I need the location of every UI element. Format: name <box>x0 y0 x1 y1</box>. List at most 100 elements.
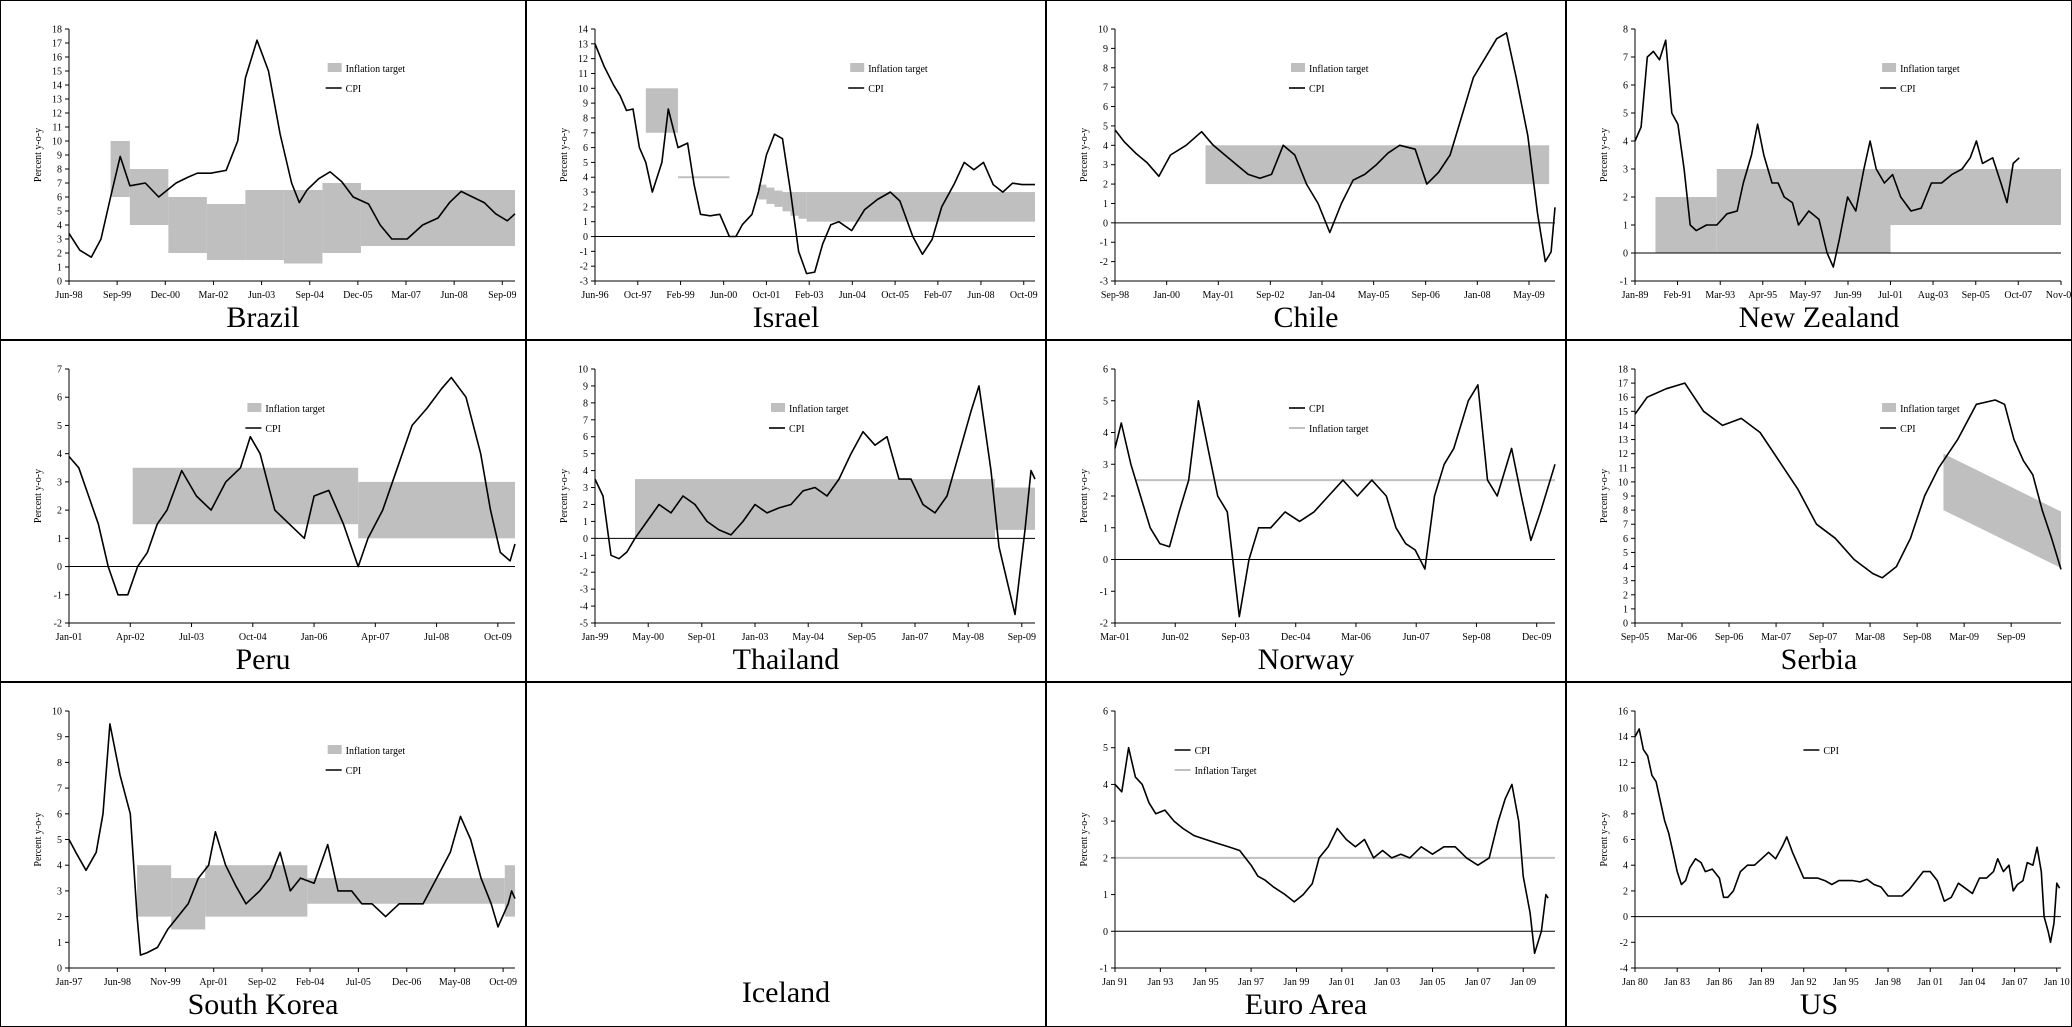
x-tick-label: Jun-02 <box>1162 632 1189 643</box>
y-tick-label: 1 <box>57 534 62 545</box>
y-tick-label: 5 <box>1103 396 1108 407</box>
y-axis-label: Percent y-o-y <box>1079 128 1090 182</box>
x-tick-label: Oct-09 <box>484 632 512 643</box>
chart-svg: -4 -2 0 2 4 6 8 10 12 14 16 Jan 80 Jan 83 Jan 86 Jan 8… <box>1599 707 2070 989</box>
y-tick-label: -5 <box>580 619 588 630</box>
x-tick-label: Sep-09 <box>1008 632 1036 643</box>
y-tick-label: 11 <box>52 123 62 134</box>
y-axis-label: Percent y-o-y <box>33 469 44 523</box>
legend-label: CPI <box>1900 424 1916 435</box>
y-tick-label: -1 <box>580 551 588 562</box>
x-tick-label: Jan-06 <box>301 632 328 643</box>
y-tick-label: 4 <box>57 449 62 460</box>
x-tick-label: Apr-07 <box>361 632 390 643</box>
legend-label: Inflation target <box>265 404 325 415</box>
y-axis-label: Percent y-o-y <box>33 812 44 866</box>
y-tick-label: 4 <box>583 466 588 477</box>
y-tick-label: 3 <box>1623 576 1628 587</box>
y-tick-label: 6 <box>1623 835 1628 846</box>
legend-label: Inflation target <box>346 64 406 75</box>
y-tick-label: -1 <box>1100 238 1108 249</box>
x-tick-label: Jan-00 <box>1153 290 1180 301</box>
legend-label: Inflation target <box>1309 64 1369 75</box>
legend-swatch-band <box>1882 403 1897 412</box>
y-tick-label: 18 <box>52 25 62 36</box>
legend-label: Inflation Target <box>1195 766 1257 777</box>
y-tick-label: 7 <box>583 128 588 139</box>
x-tick-label: Jun-03 <box>248 290 275 301</box>
cpi-series-line <box>1114 746 1549 955</box>
cpi-series-line <box>68 723 516 956</box>
legend-label: Inflation target <box>346 746 406 757</box>
x-tick-label: Sep-07 <box>1809 632 1837 643</box>
y-tick-label: 0 <box>583 534 588 545</box>
x-tick-label: May-09 <box>1513 290 1545 301</box>
chart-title: New Zealand <box>1738 301 1900 334</box>
y-axis-label: Percent y-o-y <box>33 128 44 182</box>
chart-svg: -2 -1 0 1 2 3 4 5 6 7 Jan-01 Apr-02 Jul-03 Oct-04 Jan-… <box>33 365 516 643</box>
y-tick-label: 14 <box>52 81 62 92</box>
y-tick-label: 14 <box>1618 421 1628 432</box>
x-tick-label: Jan 07 <box>2002 977 2028 988</box>
y-tick-label: 8 <box>583 398 588 409</box>
y-tick-label: -4 <box>580 602 588 613</box>
y-tick-label: 2 <box>57 249 62 260</box>
target-band <box>1716 169 1891 253</box>
legend-swatch-band <box>327 745 342 754</box>
y-tick-label: 0 <box>57 277 62 288</box>
y-tick-label: -1 <box>1620 277 1628 288</box>
y-tick-label: 1 <box>1103 199 1108 210</box>
y-tick-label: -1 <box>54 590 62 601</box>
y-tick-label: 5 <box>583 158 588 169</box>
y-tick-label: 5 <box>583 449 588 460</box>
x-tick-label: Jan 91 <box>1102 977 1128 988</box>
y-tick-label: 4 <box>1103 780 1108 791</box>
x-tick-label: Oct-04 <box>239 632 267 643</box>
x-tick-label: Sep-03 <box>1221 632 1249 643</box>
x-tick-label: Jan-07 <box>902 632 929 643</box>
chart-title: Israel <box>752 301 820 334</box>
target-band <box>205 865 308 917</box>
legend: Inflation target CPI <box>245 403 325 435</box>
target-band <box>798 192 807 219</box>
target-band <box>758 184 767 200</box>
y-tick-label: 6 <box>583 432 588 443</box>
y-tick-label: 8 <box>57 165 62 176</box>
x-tick-label: Sep-06 <box>1715 632 1743 643</box>
x-tick-label: Oct-07 <box>2004 290 2032 301</box>
target-band <box>806 192 1035 222</box>
chart-svg: -3 -2 -1 0 1 2 3 4 5 6 7 8 9 10 Sep-98 Jan-00 May-01 Sep-… <box>1079 25 1556 301</box>
y-axis-label: Percent y-o-y <box>1599 812 1610 866</box>
target-band <box>635 479 995 539</box>
x-tick-label: Dec-00 <box>151 290 180 301</box>
y-tick-label: 3 <box>1103 460 1108 471</box>
target-band <box>1890 169 2061 225</box>
y-tick-label: 2 <box>1103 180 1108 191</box>
y-tick-label: 13 <box>578 39 588 50</box>
x-tick-label: Jan 80 <box>1622 977 1648 988</box>
chart-panel-thailand: Thailand -5 -4 -3 -2 -1 0 1 2 3 4 5 6 7 8 9 10 Jan-99 May-… <box>526 340 1046 682</box>
y-tick-label: 4 <box>57 221 62 232</box>
y-tick-label: -1 <box>1100 964 1108 975</box>
x-tick-label: Sep-02 <box>1256 290 1284 301</box>
y-tick-label: 6 <box>57 393 62 404</box>
x-tick-label: Jan 92 <box>1791 977 1817 988</box>
y-tick-label: -3 <box>580 585 588 596</box>
legend-swatch-band <box>1882 63 1897 72</box>
x-tick-label: Sep-01 <box>688 632 716 643</box>
y-tick-label: -2 <box>1100 257 1108 268</box>
x-tick-label: Jan 01 <box>1329 977 1355 988</box>
target-band <box>129 169 169 225</box>
x-tick-label: Jun-99 <box>1834 290 1861 301</box>
x-tick-label: Mar-01 <box>1100 632 1130 643</box>
y-tick-label: 12 <box>578 54 588 65</box>
x-tick-label: Jul-05 <box>346 977 371 988</box>
x-tick-label: Feb-99 <box>666 290 694 301</box>
x-tick-label: Sep-02 <box>248 977 276 988</box>
y-tick-label: 16 <box>52 53 62 64</box>
legend-label: CPI <box>346 84 362 95</box>
x-tick-label: Oct-09 <box>489 977 517 988</box>
x-tick-label: Mar-08 <box>1855 632 1885 643</box>
x-tick-label: Jul-03 <box>179 632 204 643</box>
